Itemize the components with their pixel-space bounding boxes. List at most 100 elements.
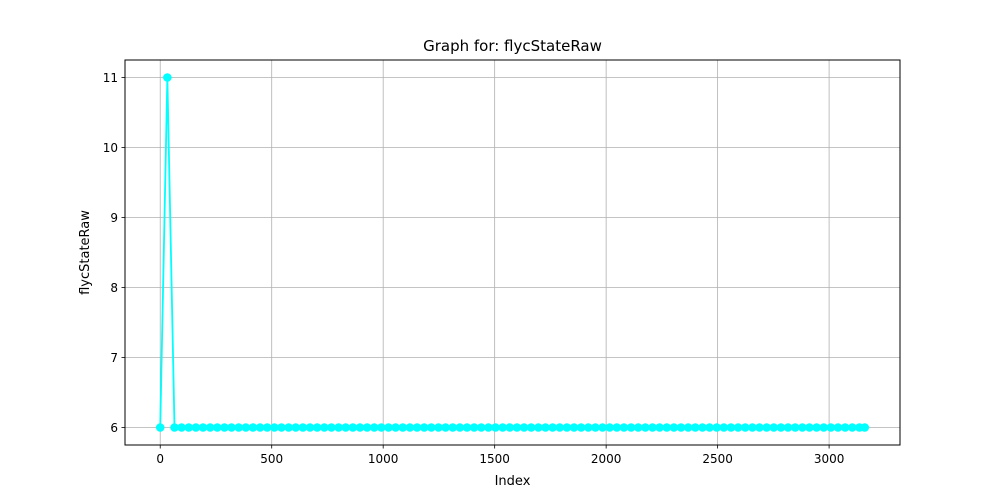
data-point [348, 423, 358, 432]
data-point [262, 423, 272, 432]
data-point [205, 423, 215, 432]
data-point [398, 423, 408, 432]
data-point [534, 423, 543, 432]
data-point [362, 423, 372, 432]
data-point [726, 423, 736, 432]
data-point [776, 423, 786, 432]
data-point [740, 423, 750, 432]
tick-layer: 0 500 1000 1500 2000 2500 3000 6 7 8 9 10 11 [103, 71, 845, 466]
data-point [548, 423, 557, 432]
y-tick-label: 9 [110, 211, 118, 225]
data-point [369, 423, 379, 432]
data-point [712, 423, 722, 432]
data-point [605, 423, 615, 432]
y-tick-label: 6 [110, 421, 118, 435]
data-point [419, 423, 429, 432]
data-point [491, 423, 500, 432]
data-point [633, 423, 643, 432]
x-tick-label: 2000 [591, 452, 622, 466]
data-point [234, 423, 244, 432]
data-point [484, 423, 493, 432]
y-tick-label: 7 [110, 351, 118, 365]
data-point [569, 423, 579, 432]
data-point [498, 423, 507, 432]
data-point [305, 423, 315, 432]
data-point [412, 423, 422, 432]
data-point [812, 423, 821, 432]
data-point [519, 423, 529, 432]
data-point [840, 423, 850, 432]
data-point [270, 423, 279, 432]
data-point [748, 423, 757, 432]
data-point [505, 423, 515, 432]
plot-frame [124, 59, 901, 446]
chart-title: Graph for: flycStateRaw [423, 37, 602, 55]
data-point [248, 423, 258, 432]
data-point [198, 423, 208, 432]
data-point [819, 423, 829, 432]
data-point [662, 423, 672, 432]
data-point [455, 423, 465, 432]
data-point [227, 423, 236, 432]
data-point [220, 423, 229, 432]
data-point [241, 423, 251, 432]
data-point [405, 423, 415, 432]
x-tick-label: 1000 [368, 452, 399, 466]
x-tick-label: 3000 [814, 452, 845, 466]
data-point [384, 423, 393, 432]
data-point [719, 423, 729, 432]
data-point [541, 423, 550, 432]
data-point [762, 423, 771, 432]
data-point [170, 423, 179, 432]
data-point [320, 423, 329, 432]
data-point [783, 423, 793, 432]
data-point [177, 423, 186, 432]
series-layer [155, 73, 870, 432]
data-point [427, 423, 436, 432]
x-tick-label: 500 [260, 452, 283, 466]
data-point [341, 423, 351, 432]
data-point [255, 423, 265, 432]
data-point [576, 423, 586, 432]
data-point [705, 423, 714, 432]
data-point [698, 423, 707, 432]
data-point [155, 423, 165, 432]
x-tick-label: 2500 [702, 452, 733, 466]
data-point [591, 423, 600, 432]
x-tick-label: 1500 [479, 452, 510, 466]
data-point [826, 423, 836, 432]
data-point [769, 423, 779, 432]
x-tick-label: 0 [156, 452, 164, 466]
data-point [355, 423, 365, 432]
data-point [312, 423, 322, 432]
data-point [291, 423, 301, 432]
data-point [512, 423, 522, 432]
data-point [476, 423, 486, 432]
data-point [277, 423, 286, 432]
data-point [860, 423, 870, 432]
data-point [298, 423, 308, 432]
y-tick-label: 11 [103, 71, 118, 85]
data-point [798, 423, 807, 432]
data-point [469, 423, 479, 432]
data-point [562, 423, 572, 432]
data-point [191, 423, 201, 432]
data-point [619, 423, 629, 432]
data-point [462, 423, 472, 432]
data-point [847, 423, 857, 432]
data-point [626, 423, 636, 432]
data-point [441, 423, 450, 432]
data-point [163, 73, 172, 82]
data-point [584, 423, 593, 432]
data-point [213, 423, 222, 432]
data-point [598, 423, 607, 432]
data-point [676, 423, 686, 432]
data-point [555, 423, 565, 432]
data-point [434, 423, 443, 432]
y-axis-label: flycStateRaw [78, 210, 93, 295]
data-point [669, 423, 679, 432]
data-point [833, 423, 843, 432]
data-point [284, 423, 293, 432]
data-point [683, 423, 693, 432]
